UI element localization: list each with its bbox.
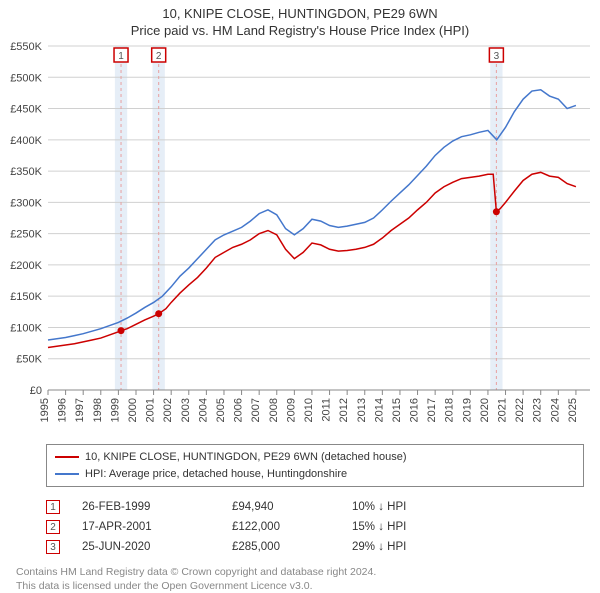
sale-row-hpi: 15% ↓ HPI [352, 521, 472, 533]
chart-area: £0 £50K £100K £150K £200K £250K £300K £350K £400… [0, 40, 600, 440]
x-tick-label: 2024 [549, 398, 561, 422]
y-tick-label: £350K [10, 166, 42, 178]
x-tick-label: 1995 [39, 398, 51, 422]
sale-row: 2 17-APR-2001£122,00015% ↓ HPI [46, 517, 584, 537]
sale-row-price: £285,000 [232, 541, 352, 553]
sale-row-date: 26-FEB-1999 [82, 501, 232, 513]
attribution-line1: Contains HM Land Registry data © Crown c… [16, 565, 584, 579]
x-tick-label: 2000 [127, 398, 139, 422]
y-tick-label: £200K [10, 260, 42, 272]
sale-row: 1 26-FEB-1999£94,94010% ↓ HPI [46, 497, 584, 517]
sale-point-dot [155, 310, 162, 317]
sale-row-marker: 1 [46, 500, 60, 514]
x-tick-label: 1997 [74, 398, 86, 422]
legend-label: 10, KNIPE CLOSE, HUNTINGDON, PE29 6WN (d… [85, 449, 407, 466]
attribution-text: Contains HM Land Registry data © Crown c… [16, 565, 584, 593]
x-tick-label: 2025 [567, 398, 579, 422]
sale-row-date: 25-JUN-2020 [82, 541, 232, 553]
x-tick-label: 2014 [373, 398, 385, 422]
y-tick-label: £50K [16, 354, 42, 366]
sale-row: 3 25-JUN-2020£285,00029% ↓ HPI [46, 537, 584, 557]
sale-row-marker: 3 [46, 540, 60, 554]
sale-marker-number: 1 [118, 51, 124, 62]
sale-point-dot [493, 208, 500, 215]
legend-row: HPI: Average price, detached house, Hunt… [55, 466, 575, 483]
y-tick-label: £300K [10, 197, 42, 209]
x-tick-label: 2004 [197, 398, 209, 422]
x-tick-label: 2023 [532, 398, 544, 422]
sale-marker-number: 3 [494, 51, 500, 62]
chart-title-address: 10, KNIPE CLOSE, HUNTINGDON, PE29 6WN [0, 6, 600, 21]
x-tick-label: 2022 [514, 398, 526, 422]
legend-row: 10, KNIPE CLOSE, HUNTINGDON, PE29 6WN (d… [55, 449, 575, 466]
y-tick-label: £400K [10, 135, 42, 147]
sale-row-price: £94,940 [232, 501, 352, 513]
x-tick-label: 2009 [285, 398, 297, 422]
x-tick-label: 1996 [57, 398, 69, 422]
sale-point-dot [118, 327, 125, 334]
x-tick-label: 2001 [145, 398, 157, 422]
sale-band [153, 46, 165, 390]
x-tick-label: 2006 [233, 398, 245, 422]
sale-row-hpi: 29% ↓ HPI [352, 541, 472, 553]
legend-box: 10, KNIPE CLOSE, HUNTINGDON, PE29 6WN (d… [46, 444, 584, 487]
legend-label: HPI: Average price, detached house, Hunt… [85, 466, 347, 483]
y-tick-label: £0 [30, 385, 42, 397]
y-tick-label: £150K [10, 291, 42, 303]
x-tick-label: 2012 [338, 398, 350, 422]
x-tick-label: 2013 [356, 398, 368, 422]
price-chart-svg: £0 £50K £100K £150K £200K £250K £300K £350K £400… [0, 40, 600, 440]
x-tick-label: 1999 [109, 398, 121, 422]
y-tick-label: £450K [10, 104, 42, 116]
x-tick-label: 2018 [444, 398, 456, 422]
chart-title-subtitle: Price paid vs. HM Land Registry's House … [0, 23, 600, 38]
sales-table: 1 26-FEB-1999£94,94010% ↓ HPI 2 17-APR-2001… [46, 497, 584, 557]
y-tick-label: £100K [10, 322, 42, 334]
x-tick-label: 2010 [303, 398, 315, 422]
x-tick-label: 2005 [215, 398, 227, 422]
x-tick-label: 2017 [426, 398, 438, 422]
sale-marker-number: 2 [156, 51, 162, 62]
sale-band [490, 46, 502, 390]
x-tick-label: 2002 [162, 398, 174, 422]
x-tick-label: 2008 [268, 398, 280, 422]
sale-row-marker: 2 [46, 520, 60, 534]
x-tick-label: 2016 [409, 398, 421, 422]
x-tick-label: 2020 [479, 398, 491, 422]
x-tick-label: 2007 [250, 398, 262, 422]
x-tick-label: 1998 [92, 398, 104, 422]
y-tick-label: £500K [10, 72, 42, 84]
x-tick-label: 2019 [461, 398, 473, 422]
legend-swatch [55, 473, 79, 475]
x-tick-label: 2003 [180, 398, 192, 422]
chart-title-block: 10, KNIPE CLOSE, HUNTINGDON, PE29 6WN Pr… [0, 0, 600, 40]
x-tick-label: 2021 [497, 398, 509, 422]
x-tick-label: 2011 [321, 398, 333, 422]
sale-band [115, 46, 127, 390]
legend-swatch [55, 456, 79, 458]
sale-row-date: 17-APR-2001 [82, 521, 232, 533]
y-tick-label: £250K [10, 229, 42, 241]
y-tick-label: £550K [10, 41, 42, 53]
x-tick-label: 2015 [391, 398, 403, 422]
attribution-line2: This data is licensed under the Open Gov… [16, 579, 584, 593]
sale-row-price: £122,000 [232, 521, 352, 533]
sale-row-hpi: 10% ↓ HPI [352, 501, 472, 513]
